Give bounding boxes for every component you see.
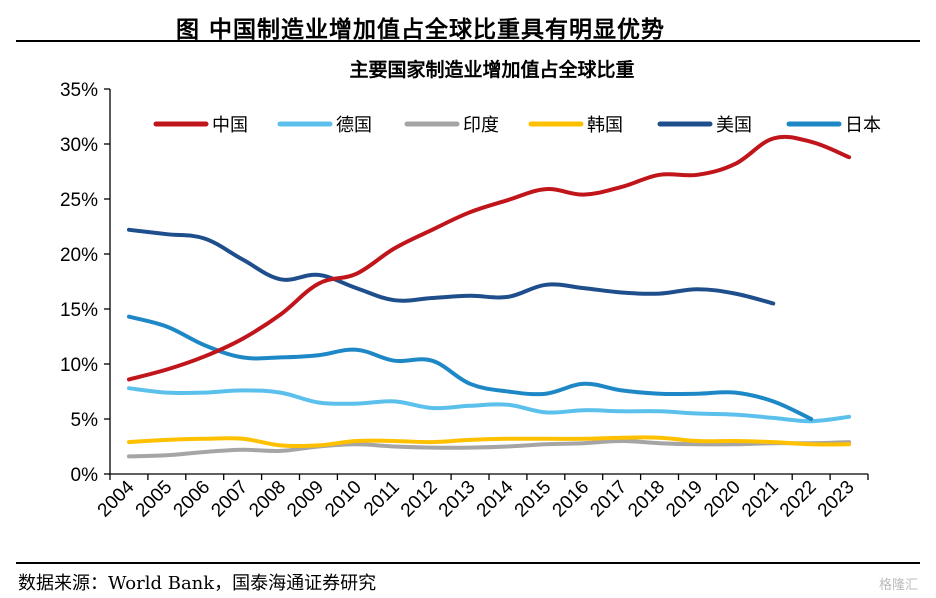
y-tick-label: 20%	[60, 245, 98, 266]
header-bar: 图 中国制造业增加值占全球比重具有明显优势	[16, 6, 920, 43]
legend-label: 中国	[212, 115, 248, 136]
legend-label: 德国	[336, 115, 372, 136]
legend-label: 美国	[716, 115, 752, 136]
x-tick-label: 2005	[132, 477, 177, 522]
x-tick-label: 2015	[511, 477, 556, 522]
y-tick-label: 30%	[60, 135, 98, 156]
figure-title: 图 中国制造业增加值占全球比重具有明显优势	[176, 16, 666, 43]
series-line-0	[126, 134, 852, 382]
x-tick-label: 2017	[586, 477, 631, 522]
series-line-4	[126, 227, 776, 306]
x-tick-label: 2014	[473, 476, 518, 521]
footer-bar: 数据来源：World Bank，国泰海通证券研究 格隆汇	[16, 562, 920, 594]
y-tick-label: 0%	[71, 465, 99, 486]
chart-legend: 中国 德国 印度 韩国 美国 日本	[153, 115, 881, 136]
x-tick-label: 2018	[624, 477, 669, 522]
y-tick-label: 25%	[60, 190, 98, 211]
y-tick-label: 15%	[60, 300, 98, 321]
watermark-logo: 格隆汇	[878, 578, 918, 593]
y-tick-label: 35%	[60, 80, 98, 101]
series-line-1	[126, 386, 852, 424]
series-line-5	[126, 314, 814, 421]
x-tick-label: 2011	[360, 477, 404, 521]
x-tick-label: 2021	[738, 477, 783, 522]
y-tick-label: 10%	[60, 355, 98, 376]
x-tick-label: 2006	[170, 477, 215, 522]
x-tick-label: 2007	[207, 477, 252, 522]
legend-label: 印度	[463, 115, 499, 136]
x-tick-label: 2013	[435, 477, 480, 522]
x-tick-label: 2012	[397, 477, 442, 522]
x-tick-label: 2004	[94, 476, 139, 521]
x-tick-label: 2022	[776, 477, 821, 522]
chart-title: 主要国家制造业增加值占全球比重	[349, 58, 634, 81]
x-tick-label: 2010	[321, 477, 366, 522]
x-tick-label: 2023	[814, 477, 859, 522]
legend-label: 日本	[845, 115, 881, 136]
x-tick-label: 2008	[245, 477, 290, 522]
source-note: 数据来源：World Bank，国泰海通证券研究	[18, 573, 377, 594]
x-tick-label: 2016	[549, 477, 594, 522]
legend-label: 韩国	[587, 115, 623, 136]
chart-series	[126, 134, 852, 459]
y-tick-label: 5%	[71, 410, 99, 431]
x-tick-label: 2020	[700, 477, 745, 522]
x-tick-label: 2009	[283, 477, 328, 522]
series-line-2	[126, 439, 852, 459]
series-line-3	[126, 435, 852, 449]
x-tick-label: 2019	[662, 477, 707, 522]
